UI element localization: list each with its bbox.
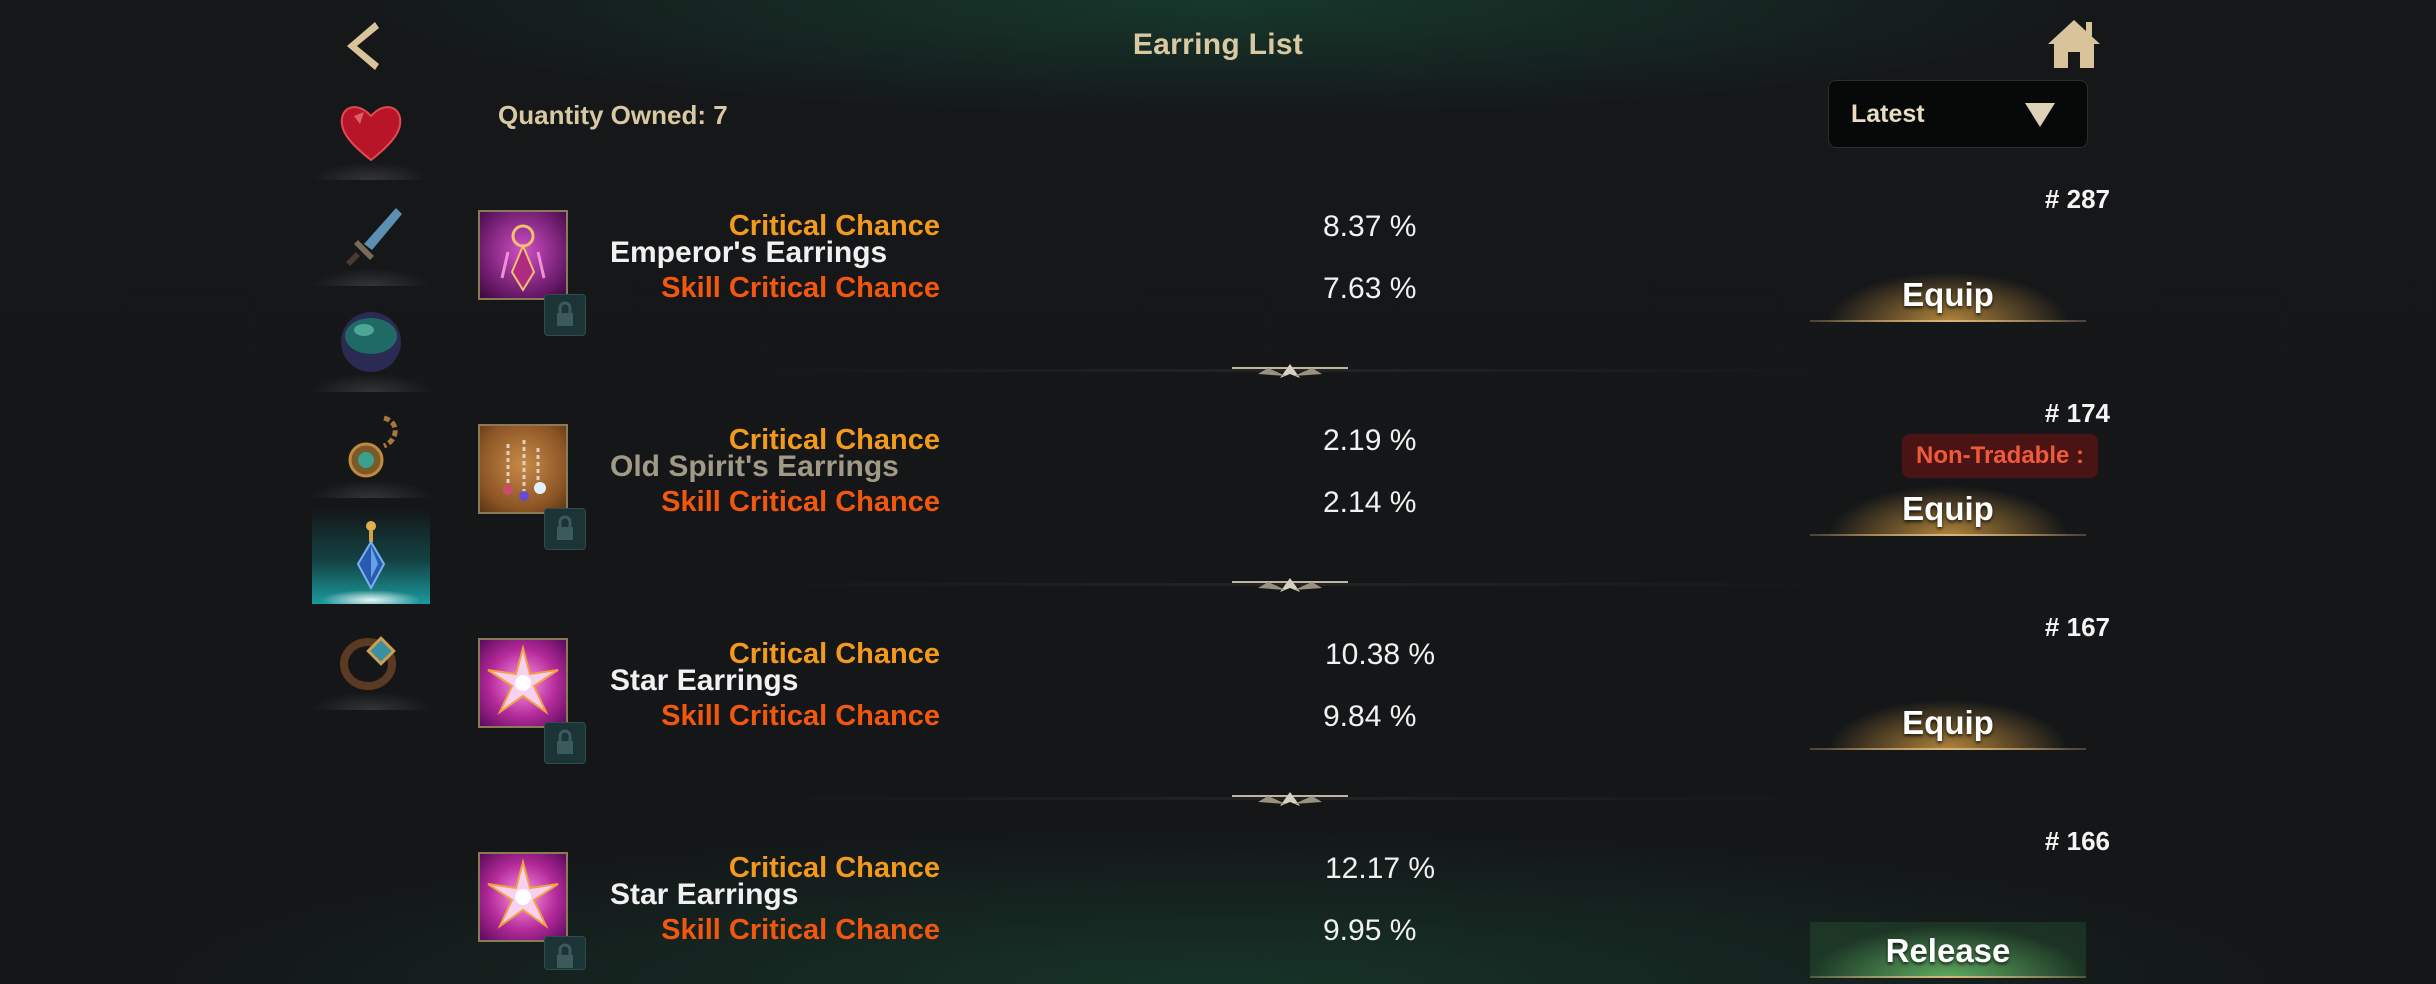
- stat-label-critical-chance: Critical Chance: [728, 852, 940, 884]
- lock-icon: [557, 943, 573, 968]
- equip-button[interactable]: Equip: [1810, 694, 2086, 750]
- stat-value-critical-chance: 10.38 %: [1325, 638, 1436, 671]
- orb-icon: [341, 312, 401, 372]
- item-name: Old Spirit's Earrings: [610, 450, 899, 483]
- wing-ornament-icon: [1232, 578, 1348, 592]
- release-button[interactable]: Release: [1810, 922, 2086, 978]
- stat-value-critical-chance: 12.17 %: [1325, 852, 1436, 885]
- earring-row[interactable]: Star Earrings Critical Chance 12.17 % Sk…: [470, 826, 2110, 984]
- release-button-label: Release: [1885, 932, 2011, 969]
- sort-dropdown[interactable]: Latest: [1828, 80, 2088, 148]
- equip-button[interactable]: Equip: [1810, 480, 2086, 536]
- home-icon: [2048, 20, 2100, 68]
- quantity-owned-label: Quantity Owned: 7: [498, 100, 728, 130]
- item-icon: [478, 424, 568, 514]
- equip-button-label: Equip: [1902, 276, 1994, 313]
- earring-icon: [356, 521, 386, 591]
- stat-label-skill-critical-chance: Skill Critical Chance: [661, 700, 940, 732]
- item-rank: # 287: [2044, 184, 2110, 214]
- stat-value-critical-chance: 8.37 %: [1323, 210, 1417, 243]
- chevron-left-icon: [347, 22, 379, 70]
- stat-value-skill-critical-chance: 2.14 %: [1323, 486, 1417, 519]
- back-button[interactable]: [335, 18, 391, 74]
- item-name: Star Earrings: [610, 664, 799, 697]
- item-icon: [478, 210, 568, 300]
- wing-ornament-icon: [1232, 364, 1348, 378]
- stat-value-skill-critical-chance: 9.84 %: [1323, 700, 1417, 733]
- lock-icon: [557, 515, 573, 540]
- earring-row[interactable]: Old Spirit's Earrings Critical Chance 2.…: [470, 398, 2110, 638]
- lock-toggle[interactable]: [544, 294, 586, 336]
- item-rank: # 166: [2044, 826, 2110, 856]
- star-earring-icon: [487, 644, 559, 715]
- bracelet-icon: [340, 636, 396, 690]
- sidebar-tab-heart[interactable]: [312, 84, 430, 180]
- stat-label-critical-chance: Critical Chance: [728, 210, 940, 242]
- row-divider: [470, 574, 2110, 594]
- sort-selected-label: Latest: [1851, 100, 1925, 128]
- lock-toggle[interactable]: [544, 936, 586, 970]
- item-name: Star Earrings: [610, 878, 799, 911]
- row-divider: [470, 788, 2110, 808]
- stat-label-skill-critical-chance: Skill Critical Chance: [661, 914, 940, 946]
- home-button[interactable]: [2044, 14, 2104, 74]
- lock-toggle[interactable]: [544, 508, 586, 550]
- item-name: Emperor's Earrings: [610, 236, 888, 269]
- page-title: Earring List: [1132, 28, 1304, 61]
- lock-icon: [557, 729, 573, 754]
- stat-label-skill-critical-chance: Skill Critical Chance: [661, 272, 940, 304]
- item-rank: # 167: [2044, 612, 2110, 642]
- lock-toggle[interactable]: [544, 722, 586, 764]
- sidebar-tab-bracelet[interactable]: [312, 614, 430, 710]
- wing-ornament-icon: [1232, 792, 1348, 806]
- sword-icon: [346, 208, 402, 266]
- item-icon: [478, 852, 568, 942]
- row-divider: [470, 360, 2110, 380]
- heart-gem-icon: [340, 106, 402, 162]
- equip-button-label: Equip: [1902, 490, 1994, 527]
- triangle-down-icon: [2025, 103, 2055, 127]
- stat-value-critical-chance: 2.19 %: [1323, 424, 1417, 457]
- stat-label-skill-critical-chance: Skill Critical Chance: [661, 486, 940, 518]
- stat-value-skill-critical-chance: 9.95 %: [1323, 914, 1417, 947]
- necklace-icon: [348, 415, 398, 478]
- equip-button-label: Equip: [1902, 704, 1994, 741]
- earring-row[interactable]: Star Earrings Critical Chance 10.38 % Sk…: [470, 612, 2110, 852]
- stat-value-skill-critical-chance: 7.63 %: [1323, 272, 1417, 305]
- sidebar-tab-earring[interactable]: [312, 508, 430, 604]
- sidebar-tab-necklace[interactable]: [312, 402, 430, 498]
- sidebar-tab-weapon[interactable]: [312, 190, 430, 286]
- emperor-earring-icon: [500, 224, 546, 292]
- stat-label-critical-chance: Critical Chance: [728, 424, 940, 456]
- earring-row[interactable]: Emperor's Earrings Critical Chance 8.37 …: [470, 184, 2110, 424]
- lock-icon: [557, 301, 573, 326]
- item-rank: # 174: [2044, 398, 2110, 428]
- non-tradable-badge: Non-Tradable :: [1901, 434, 2098, 478]
- star-earring-icon: [487, 858, 559, 929]
- sidebar-tab-orb[interactable]: [312, 296, 430, 392]
- item-icon: [478, 638, 568, 728]
- stat-label-critical-chance: Critical Chance: [728, 638, 940, 670]
- old-spirit-earring-icon: [503, 440, 546, 501]
- equip-button[interactable]: Equip: [1810, 266, 2086, 322]
